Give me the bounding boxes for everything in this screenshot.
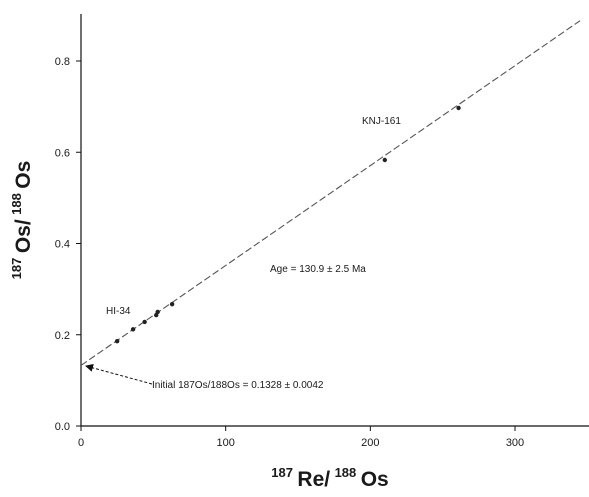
x-axis-title-sup1: 187 bbox=[271, 465, 293, 480]
data-point bbox=[114, 338, 120, 344]
x-axis-title-part2: Os bbox=[361, 468, 389, 491]
data-point bbox=[130, 327, 136, 332]
sample-label-knj161: KNJ-161 bbox=[362, 116, 401, 127]
x-tick-label: 100 bbox=[216, 437, 234, 449]
y-tick-label: 0.0 bbox=[55, 421, 70, 433]
y-axis-title: 187 Os/ 188 Os bbox=[8, 161, 35, 280]
data-point bbox=[155, 309, 160, 315]
x-tick-label: 300 bbox=[506, 437, 524, 449]
y-tick-label: 0.8 bbox=[55, 56, 70, 68]
y-axis-title-part2: Os bbox=[12, 161, 35, 189]
isochron-line-group bbox=[80, 20, 581, 366]
data-point bbox=[382, 157, 387, 163]
y-axis-title-sup1: 187 bbox=[9, 258, 24, 280]
isochron-line bbox=[80, 20, 581, 366]
x-tick-label: 200 bbox=[361, 437, 379, 449]
y-tick-label: 0.2 bbox=[55, 330, 70, 342]
ticks: 0 100 200 300 0.0 0.2 0.4 0.6 0.8 bbox=[55, 56, 524, 449]
sample-label-hi34: HI-34 bbox=[106, 306, 131, 317]
age-annotation: Age = 130.9 ± 2.5 Ma bbox=[270, 264, 366, 275]
initial-ratio-annotation: Initial 187Os/188Os = 0.1328 ± 0.0042 bbox=[152, 380, 324, 391]
y-axis-title-part1: Os/ bbox=[12, 219, 35, 253]
x-axis-title: 187 Re/ 188 Os bbox=[271, 464, 388, 491]
data-point bbox=[142, 319, 147, 325]
initial-ratio-arrow bbox=[85, 363, 153, 385]
data-point bbox=[169, 301, 175, 307]
data-point bbox=[456, 105, 461, 111]
y-tick-label: 0.6 bbox=[55, 147, 70, 159]
y-axis-title-sup2: 188 bbox=[9, 193, 24, 215]
axes bbox=[80, 14, 589, 427]
x-tick-label: 0 bbox=[78, 437, 84, 449]
y-tick-label: 0.4 bbox=[55, 239, 70, 251]
data-points bbox=[114, 105, 461, 344]
x-axis-title-sup2: 188 bbox=[335, 465, 357, 480]
x-axis-title-part1: Re/ bbox=[297, 468, 330, 491]
